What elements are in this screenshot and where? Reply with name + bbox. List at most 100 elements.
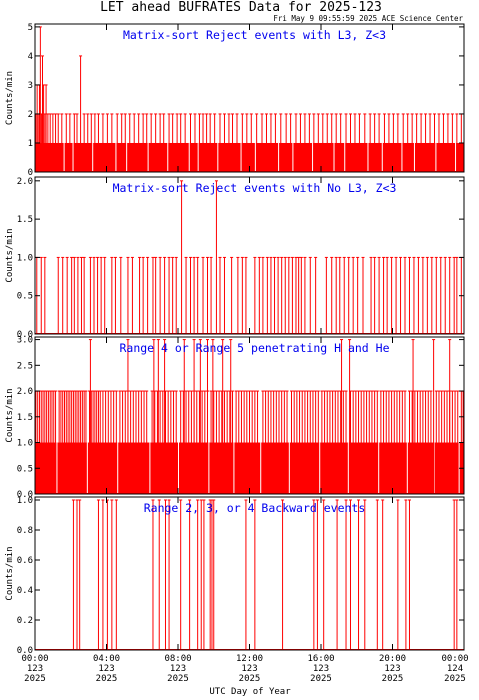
- x-tick-label: 04:00: [93, 654, 120, 664]
- chart-title: LET ahead BUFRATES Data for 2025-123: [100, 0, 382, 15]
- y-tick-label: 1.5: [17, 215, 33, 225]
- y-tick-label: 1.0: [17, 496, 33, 506]
- y-tick-label: 0.2: [17, 616, 33, 626]
- panel-1: 0 1 2 3 4 5 Matrix-sort Reject events with L3,…: [5, 23, 465, 178]
- data-gap: [292, 142, 294, 172]
- x-tick-label: 123: [27, 664, 43, 674]
- data-gap: [254, 142, 256, 172]
- y-tick-label: 2.0: [17, 177, 33, 187]
- y-tick-label: 0.8: [17, 526, 33, 536]
- x-tick-label: 20:00: [379, 654, 406, 664]
- data-gap: [126, 142, 128, 172]
- y-tick-label: 0.5: [17, 292, 33, 302]
- data-gap: [344, 142, 346, 172]
- panel-3: 0.0 0.5 1.0 1.5 2.0 2.5 3.0 Range 4 or Range 5 …: [5, 336, 465, 500]
- x-tick-label: 2025: [96, 674, 118, 684]
- data-gap: [92, 142, 94, 172]
- y-tick-label: 4: [28, 52, 33, 62]
- x-tick-label: 123: [384, 664, 400, 674]
- y-tick-label: 1: [28, 139, 33, 149]
- y-tick-label: 1.5: [17, 413, 33, 423]
- x-axis-ticks: 00:00123202504:00123202508:00123202512:0…: [21, 654, 468, 684]
- y-tick-label: 0.6: [17, 556, 33, 566]
- y-axis-label: Counts/min: [5, 228, 15, 282]
- y-tick-label: 3.0: [17, 336, 33, 346]
- x-axis-label: UTC Day of Year: [209, 687, 291, 697]
- data-gap: [347, 442, 349, 494]
- data-gap: [208, 442, 210, 494]
- data-gap: [319, 442, 321, 494]
- data-gap: [413, 142, 415, 172]
- panel-data: [35, 339, 464, 494]
- x-tick-label: 00:00: [441, 654, 468, 664]
- panel-title: Range 2, 3, or 4 Backward events: [144, 501, 366, 515]
- panel-frame: [34, 496, 465, 651]
- y-tick-label: 1.0: [17, 253, 33, 263]
- x-tick-label: 2025: [382, 674, 404, 684]
- data-gap: [86, 442, 88, 494]
- y-tick-label: 0.5: [17, 464, 33, 474]
- x-tick-label: 2025: [239, 674, 261, 684]
- x-tick-label: 123: [313, 664, 329, 674]
- panel-title: Matrix-sort Reject events with L3, Z<3: [123, 28, 386, 42]
- data-gap: [63, 142, 65, 172]
- data-gap: [378, 442, 380, 494]
- data-gap: [278, 142, 280, 172]
- y-tick-label: 2.0: [17, 387, 33, 397]
- panel-2: 0.0 0.5 1.0 1.5 2.0 Matrix-sort Reject events…: [5, 176, 465, 340]
- y-tick-label: 0.0: [17, 330, 33, 340]
- data-gap: [115, 142, 117, 172]
- panel-4: 0.0 0.2 0.4 0.6 0.8 1.0 Range 2, 3, or 4 Backw…: [5, 496, 465, 656]
- x-tick-label: 123: [241, 664, 257, 674]
- x-tick-label: 2025: [310, 674, 332, 684]
- x-tick-label: 08:00: [164, 654, 191, 664]
- x-tick-label: 2025: [24, 674, 46, 684]
- data-gap: [197, 142, 199, 172]
- x-tick-label: 16:00: [307, 654, 334, 664]
- data-gap: [149, 442, 151, 494]
- data-gap: [455, 142, 457, 172]
- x-tick-label: 124: [447, 664, 463, 674]
- y-tick-label: 2: [28, 110, 33, 120]
- data-gap: [117, 442, 119, 494]
- data-gap: [72, 142, 74, 172]
- y-tick-label: 0.4: [17, 586, 33, 596]
- data-gap: [367, 142, 369, 172]
- data-gap: [178, 442, 179, 494]
- panel-frame: [34, 176, 465, 335]
- x-tick-label: 2025: [167, 674, 189, 684]
- data-gap: [56, 442, 58, 494]
- y-tick-label: 1.0: [17, 439, 33, 449]
- y-axis-label: Counts/min: [5, 388, 15, 442]
- panel-data: [35, 499, 464, 650]
- data-gap: [233, 442, 235, 494]
- x-tick-label: 12:00: [236, 654, 263, 664]
- panel-title: Range 4 or Range 5 penetrating H and He: [119, 341, 389, 355]
- data-gap: [188, 142, 190, 172]
- data-gap: [333, 142, 335, 172]
- y-tick-label: 3: [28, 81, 33, 91]
- data-gap: [260, 442, 262, 494]
- panel-data: [35, 26, 464, 172]
- data-gap: [406, 442, 408, 494]
- data-gap: [381, 142, 383, 172]
- y-axis-label: Counts/min: [5, 71, 15, 125]
- generation-timestamp: Fri May 9 09:55:59 2025 ACE Science Cent…: [273, 14, 463, 23]
- y-axis-label: Counts/min: [5, 546, 15, 600]
- data-gap: [401, 142, 403, 172]
- data-gap: [312, 142, 314, 172]
- data-gap: [147, 142, 149, 172]
- panel-title: Matrix-sort Reject events with No L3, Z<…: [113, 181, 397, 195]
- chart-panels: 0 1 2 3 4 5 Matrix-sort Reject events with L3,…: [5, 23, 465, 656]
- panel-data: [35, 180, 464, 334]
- x-tick-label: 00:00: [21, 654, 48, 664]
- y-tick-label: 0.0: [17, 646, 33, 656]
- y-tick-label: 5: [28, 23, 33, 33]
- data-gap: [217, 142, 219, 172]
- y-tick-label: 0: [28, 168, 33, 178]
- data-gap: [240, 142, 242, 172]
- data-gap: [167, 142, 169, 172]
- y-tick-label: 0.0: [17, 490, 33, 500]
- x-tick-label: 123: [170, 664, 186, 674]
